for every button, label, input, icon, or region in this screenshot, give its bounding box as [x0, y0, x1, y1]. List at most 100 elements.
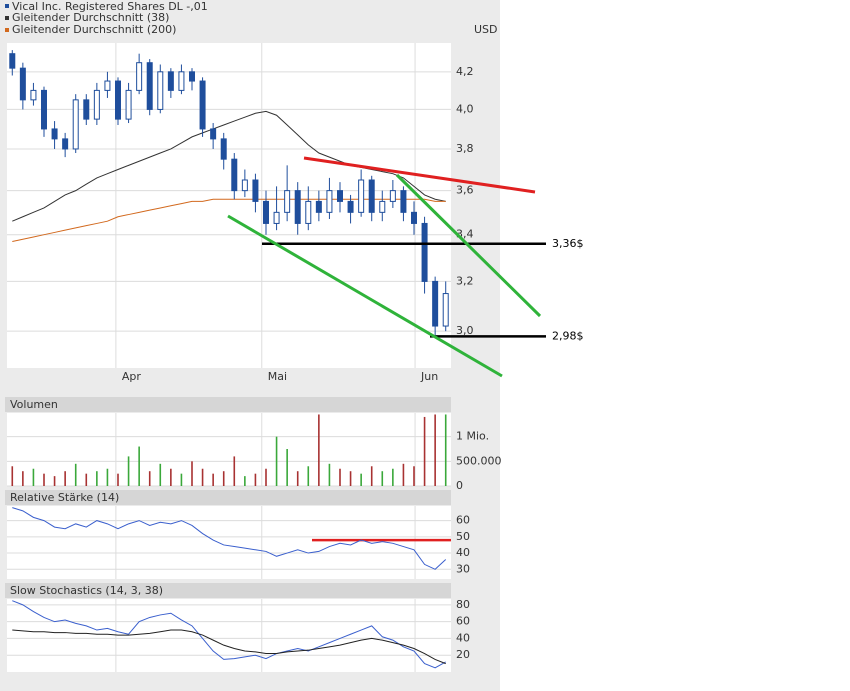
volume-bar	[43, 473, 45, 486]
volume-bar	[32, 468, 35, 486]
volume-bar	[339, 468, 341, 486]
candle-body	[146, 62, 153, 110]
candle-body	[199, 80, 206, 130]
candle-body	[72, 99, 79, 150]
legend-label: Gleitender Durchschnitt (200)	[12, 23, 176, 36]
candle-body	[41, 89, 47, 130]
volume-bar	[233, 456, 236, 486]
legend-swatch	[5, 28, 9, 32]
volume-bar	[180, 473, 183, 486]
volume-bar	[148, 471, 151, 486]
candle-body	[241, 179, 248, 192]
support-label: 3,36$	[552, 237, 584, 250]
volume-bar	[392, 468, 394, 486]
candle-body	[389, 190, 396, 202]
candle-body	[442, 293, 449, 327]
candle-body	[347, 200, 354, 213]
y-tick-label: 20	[456, 648, 470, 661]
candle-body	[93, 89, 100, 120]
plot-area	[7, 413, 451, 486]
candle-body	[400, 190, 407, 213]
x-tick-label: Apr	[122, 370, 142, 383]
candle-body	[115, 80, 121, 120]
candle-body	[315, 200, 322, 213]
candle-body	[368, 179, 375, 213]
candle-body	[189, 71, 195, 82]
y-tick-label: 3,2	[456, 274, 474, 287]
candle-body	[62, 138, 69, 150]
candle-body	[284, 190, 291, 213]
volume-bar	[423, 416, 426, 486]
volume-bar	[381, 471, 384, 486]
candle-body	[9, 53, 16, 69]
volume-bar	[307, 466, 310, 486]
candle-body	[178, 71, 185, 91]
plot-area	[7, 43, 451, 368]
candle-body	[220, 138, 227, 160]
candle-body	[337, 190, 343, 202]
legend-swatch	[5, 4, 9, 8]
volume-bar	[349, 471, 352, 486]
y-tick-label: 60	[456, 514, 470, 527]
candle-body	[326, 190, 333, 213]
y-tick-label: 4,0	[456, 102, 474, 115]
volume-bar	[117, 473, 119, 486]
candle-body	[83, 99, 90, 120]
volume-bar	[191, 461, 193, 486]
volume-bar	[296, 471, 299, 486]
volume-bar	[159, 463, 162, 486]
trend-line	[303, 156, 536, 194]
indicator-line	[12, 600, 446, 669]
panel-header	[5, 397, 451, 412]
x-tick-label: Jun	[420, 370, 438, 383]
legend-swatch	[5, 16, 9, 20]
y-axis-unit: USD	[474, 23, 498, 36]
y-tick-label: 3,8	[456, 142, 474, 155]
panel-header	[5, 583, 451, 598]
candle-body	[263, 200, 269, 224]
candle-body	[421, 222, 428, 282]
candle-body	[231, 158, 238, 192]
plot-area	[7, 599, 451, 672]
indicator-line	[12, 629, 446, 665]
y-tick-label: 80	[456, 598, 470, 611]
candle-body	[379, 200, 386, 213]
volume-bar	[444, 414, 447, 486]
legend-label: Gleitender Durchschnitt (38)	[12, 11, 169, 24]
volume-bar	[275, 436, 278, 486]
candle-body	[167, 71, 174, 91]
panel-title: Relative Stärke (14)	[10, 491, 119, 504]
volume-bar	[254, 473, 257, 486]
y-tick-label: 60	[456, 615, 470, 628]
legend-label: Vical Inc. Registered Shares DL -,01	[12, 0, 208, 13]
candle-body	[411, 211, 417, 224]
y-tick-label: 1 Mio.	[456, 430, 489, 443]
y-tick-label: 40	[456, 631, 470, 644]
volume-bar	[53, 476, 56, 486]
volume-bar	[328, 463, 331, 486]
volume-bar	[286, 449, 288, 486]
candle-body	[294, 190, 301, 224]
y-tick-label: 0	[456, 479, 463, 492]
volume-bar	[127, 456, 130, 486]
y-tick-label: 40	[456, 546, 470, 559]
candle-body	[125, 89, 132, 120]
volume-bar	[85, 473, 88, 486]
volume-bar	[138, 446, 140, 486]
support-label: 2,98$	[552, 329, 584, 342]
volume-bar	[413, 466, 415, 486]
candle-body	[30, 89, 37, 101]
volume-bar	[74, 463, 77, 486]
y-tick-label: 500.000	[456, 454, 502, 467]
panel-title: Slow Stochastics (14, 3, 38)	[10, 584, 163, 597]
candle-body	[252, 179, 259, 202]
volume-bar	[11, 466, 14, 486]
candle-body	[104, 80, 111, 91]
volume-bar	[106, 468, 109, 486]
candle-body	[136, 62, 143, 91]
volume-bar	[244, 476, 246, 486]
candle-body	[19, 67, 26, 101]
volume-bar	[201, 468, 204, 486]
volume-bar	[402, 463, 405, 486]
